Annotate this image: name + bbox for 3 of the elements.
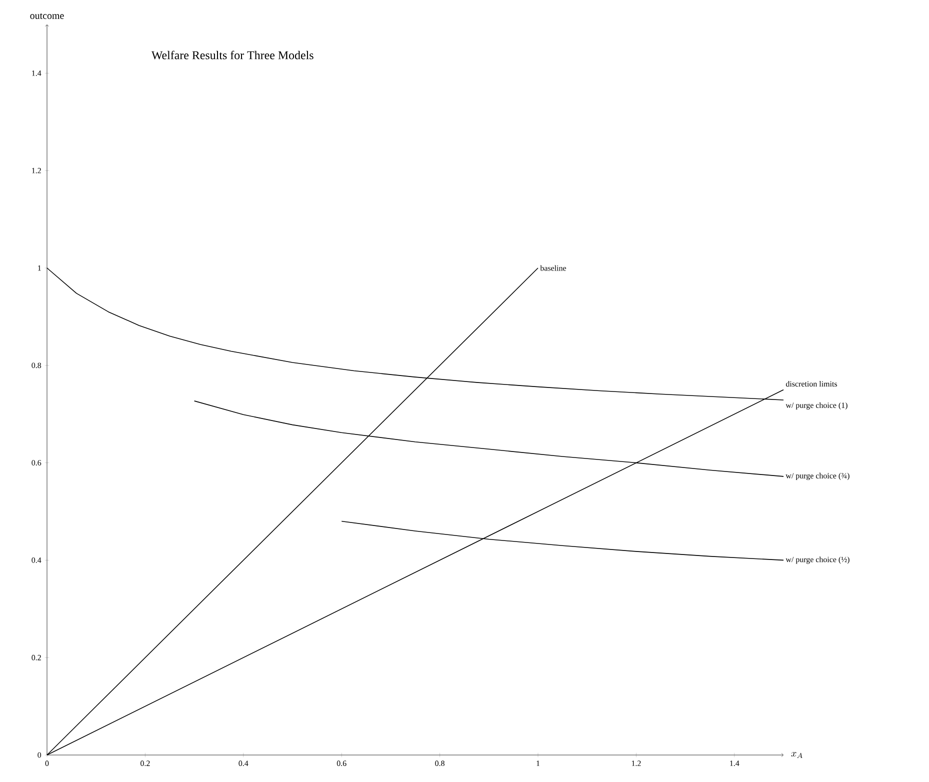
y-axis-title: outcome bbox=[30, 13, 64, 19]
x-axis-title: $x_A$ bbox=[791, 752, 802, 758]
text: Welfare Results for Three Models bbox=[151, 50, 314, 60]
